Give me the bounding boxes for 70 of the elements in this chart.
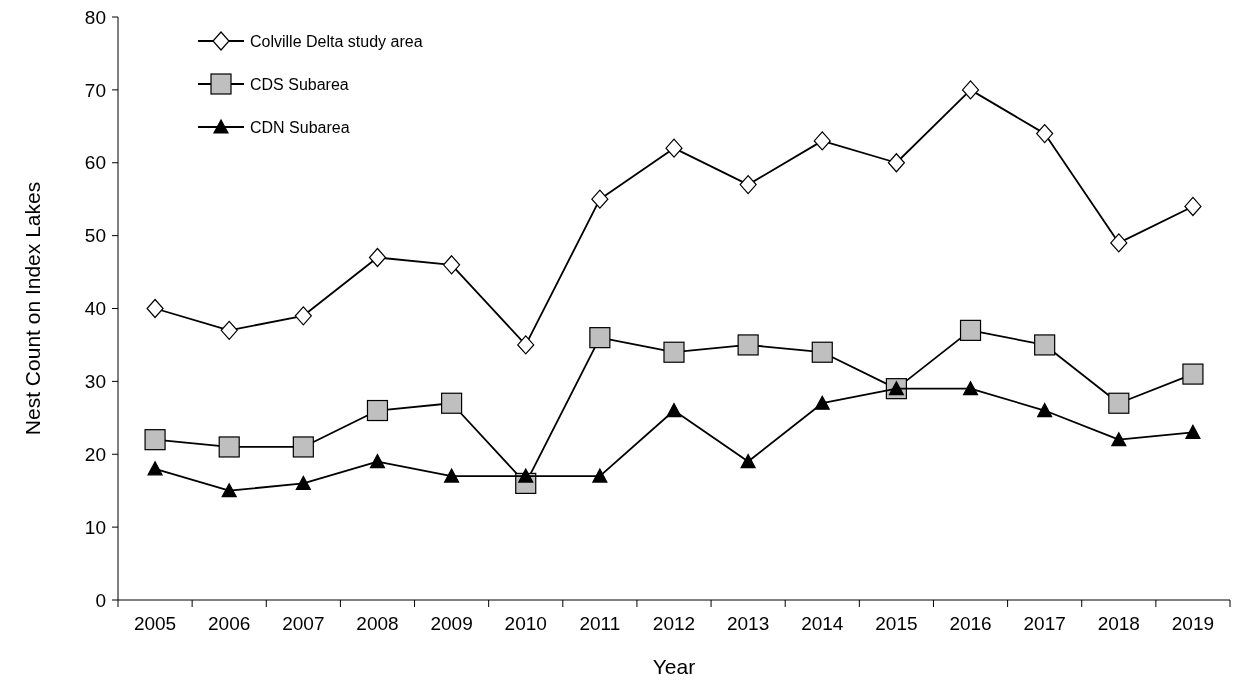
y-tick-label: 20 xyxy=(84,443,106,465)
point xyxy=(1034,334,1056,356)
point xyxy=(959,319,982,341)
point xyxy=(1182,363,1204,385)
x-tick-label: 2017 xyxy=(1023,613,1066,634)
legend-label: Colville Delta study area xyxy=(250,32,423,50)
point xyxy=(144,429,166,451)
x-tick-label: 2019 xyxy=(1171,613,1215,634)
x-tick-label: 2011 xyxy=(579,613,621,634)
point xyxy=(811,341,833,363)
point xyxy=(220,320,238,340)
y-tick-label: 50 xyxy=(84,225,106,247)
point xyxy=(218,436,240,458)
point xyxy=(366,399,389,422)
point xyxy=(443,255,461,275)
point xyxy=(147,461,163,476)
point xyxy=(1110,233,1128,253)
y-tick-label: 60 xyxy=(84,152,106,174)
point xyxy=(663,341,685,363)
point xyxy=(592,468,608,483)
x-tick-label: 2012 xyxy=(652,613,696,634)
point xyxy=(666,402,682,418)
x-tick-label: 2005 xyxy=(133,613,177,634)
point xyxy=(1111,432,1127,447)
legend-label: CDN Subarea xyxy=(250,118,350,136)
x-tick-label: 2015 xyxy=(875,613,918,634)
point xyxy=(441,392,463,414)
point xyxy=(368,247,387,268)
point xyxy=(1184,196,1202,217)
x-axis-title: Year xyxy=(652,655,696,678)
x-tick-label: 2014 xyxy=(801,613,844,634)
x-tick-label: 2010 xyxy=(504,613,547,634)
y-tick-label: 80 xyxy=(84,6,106,28)
point xyxy=(665,138,683,158)
y-tick-label: 70 xyxy=(84,79,106,101)
point xyxy=(1185,424,1201,439)
point xyxy=(1036,124,1054,144)
point xyxy=(369,453,386,469)
y-tick-label: 30 xyxy=(84,371,106,393)
x-tick-label: 2008 xyxy=(356,613,399,634)
point xyxy=(813,131,831,151)
point xyxy=(589,327,611,349)
point xyxy=(740,453,756,469)
point xyxy=(887,153,905,173)
x-tick-label: 2016 xyxy=(949,613,992,634)
point xyxy=(517,335,535,355)
x-tick-label: 2006 xyxy=(208,613,251,634)
y-tick-label: 40 xyxy=(84,298,106,320)
x-tick-label: 2018 xyxy=(1097,613,1140,634)
legend-label: CDS Subarea xyxy=(250,75,349,93)
point xyxy=(962,381,979,396)
point xyxy=(1037,402,1053,418)
point xyxy=(295,475,311,490)
x-tick-label: 2009 xyxy=(430,613,473,634)
x-tick-label: 2007 xyxy=(282,613,325,634)
point xyxy=(292,436,314,458)
point xyxy=(444,468,460,483)
point xyxy=(146,298,164,319)
point xyxy=(591,189,609,209)
point xyxy=(961,80,980,100)
point xyxy=(221,483,237,498)
x-tick-label: 2013 xyxy=(726,613,770,634)
point xyxy=(814,395,830,410)
y-tick-label: 0 xyxy=(95,589,106,611)
point xyxy=(739,175,757,195)
point xyxy=(1108,392,1130,414)
point xyxy=(737,334,759,356)
y-axis-title: Nest Count on Index Lakes xyxy=(21,181,44,436)
point xyxy=(294,306,312,326)
y-tick-label: 10 xyxy=(84,516,106,538)
